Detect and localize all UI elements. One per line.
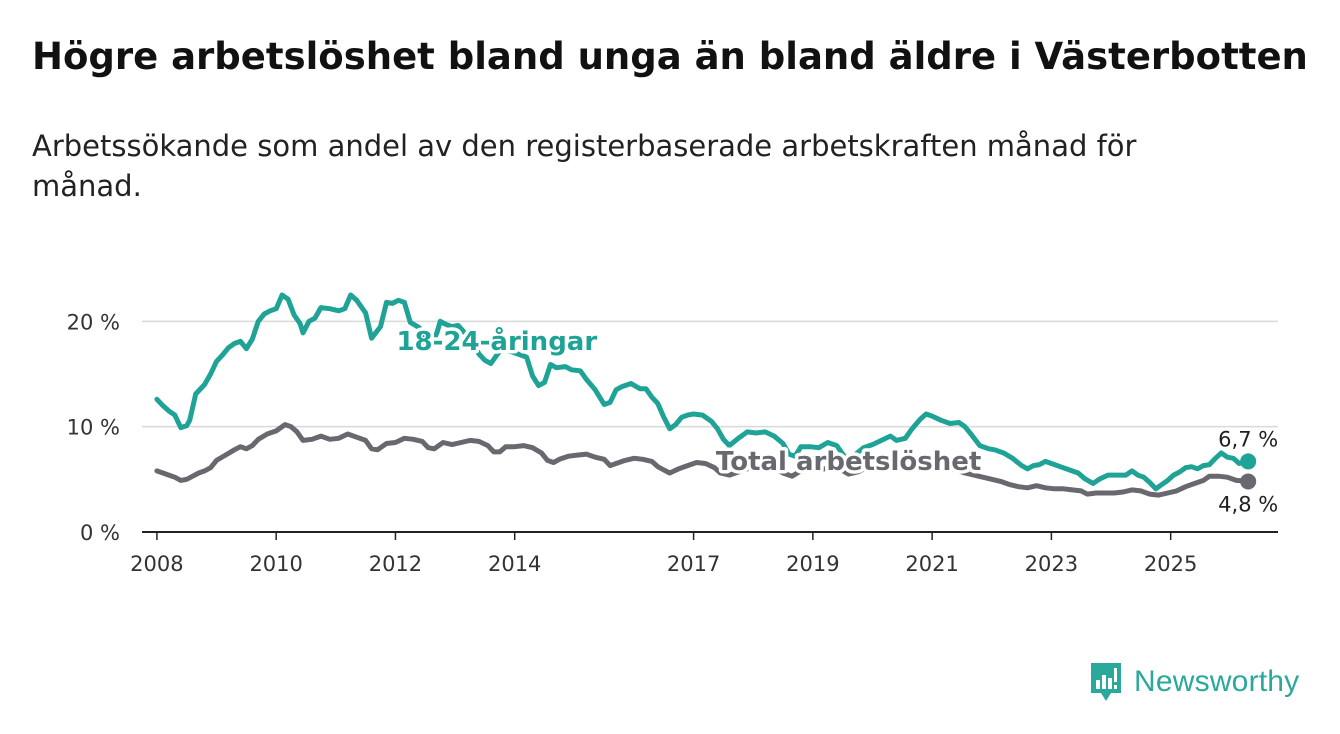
y-tick-label: 0 % (80, 521, 120, 545)
series-line-total (154, 422, 1251, 498)
x-tick-label: 2010 (249, 552, 302, 576)
end-dot-total (1240, 473, 1257, 490)
end-value-label-total: 4,8 % (1218, 492, 1278, 516)
bar-chart-exclamation-icon (1091, 663, 1121, 701)
brand-name: Newsworthy (1134, 665, 1300, 698)
series-lines (154, 292, 1257, 498)
series-label-total: Total arbetslöshet (716, 447, 981, 477)
series-label-halo: Total arbetslöshet (716, 447, 981, 477)
page-title: Högre arbetslöshet bland unga än bland ä… (32, 35, 1308, 78)
series-line-youth (154, 292, 1251, 492)
x-tick-label: 2014 (488, 552, 541, 576)
series-label-halo: 18-24-åringar (396, 325, 597, 357)
x-tick-label: 2023 (1025, 552, 1078, 576)
gridlines (142, 320, 1278, 428)
series-label-youth: 18-24-åringar (396, 325, 597, 357)
end-value-label-youth: 6,7 % (1218, 427, 1278, 451)
axes: 0 % 10 % 20 % 2008 2010 2012 2014 2017 2019 2021 2… (67, 310, 1278, 576)
y-tick-label: 10 % (67, 416, 120, 440)
y-tick-label: 20 % (67, 310, 120, 334)
x-tick-label: 2012 (369, 552, 422, 576)
x-tick-label: 2017 (667, 552, 720, 576)
x-tick-label: 2019 (786, 552, 839, 576)
brand-logo[interactable]: Newsworthy (1088, 660, 1299, 704)
x-tick-label: 2021 (905, 552, 958, 576)
chart-subtitle: Arbetssökande som andel av den registerb… (32, 129, 1137, 203)
end-dot-youth (1240, 453, 1257, 470)
x-tick-label: 2008 (130, 552, 183, 576)
x-tick-label: 2025 (1144, 552, 1197, 576)
